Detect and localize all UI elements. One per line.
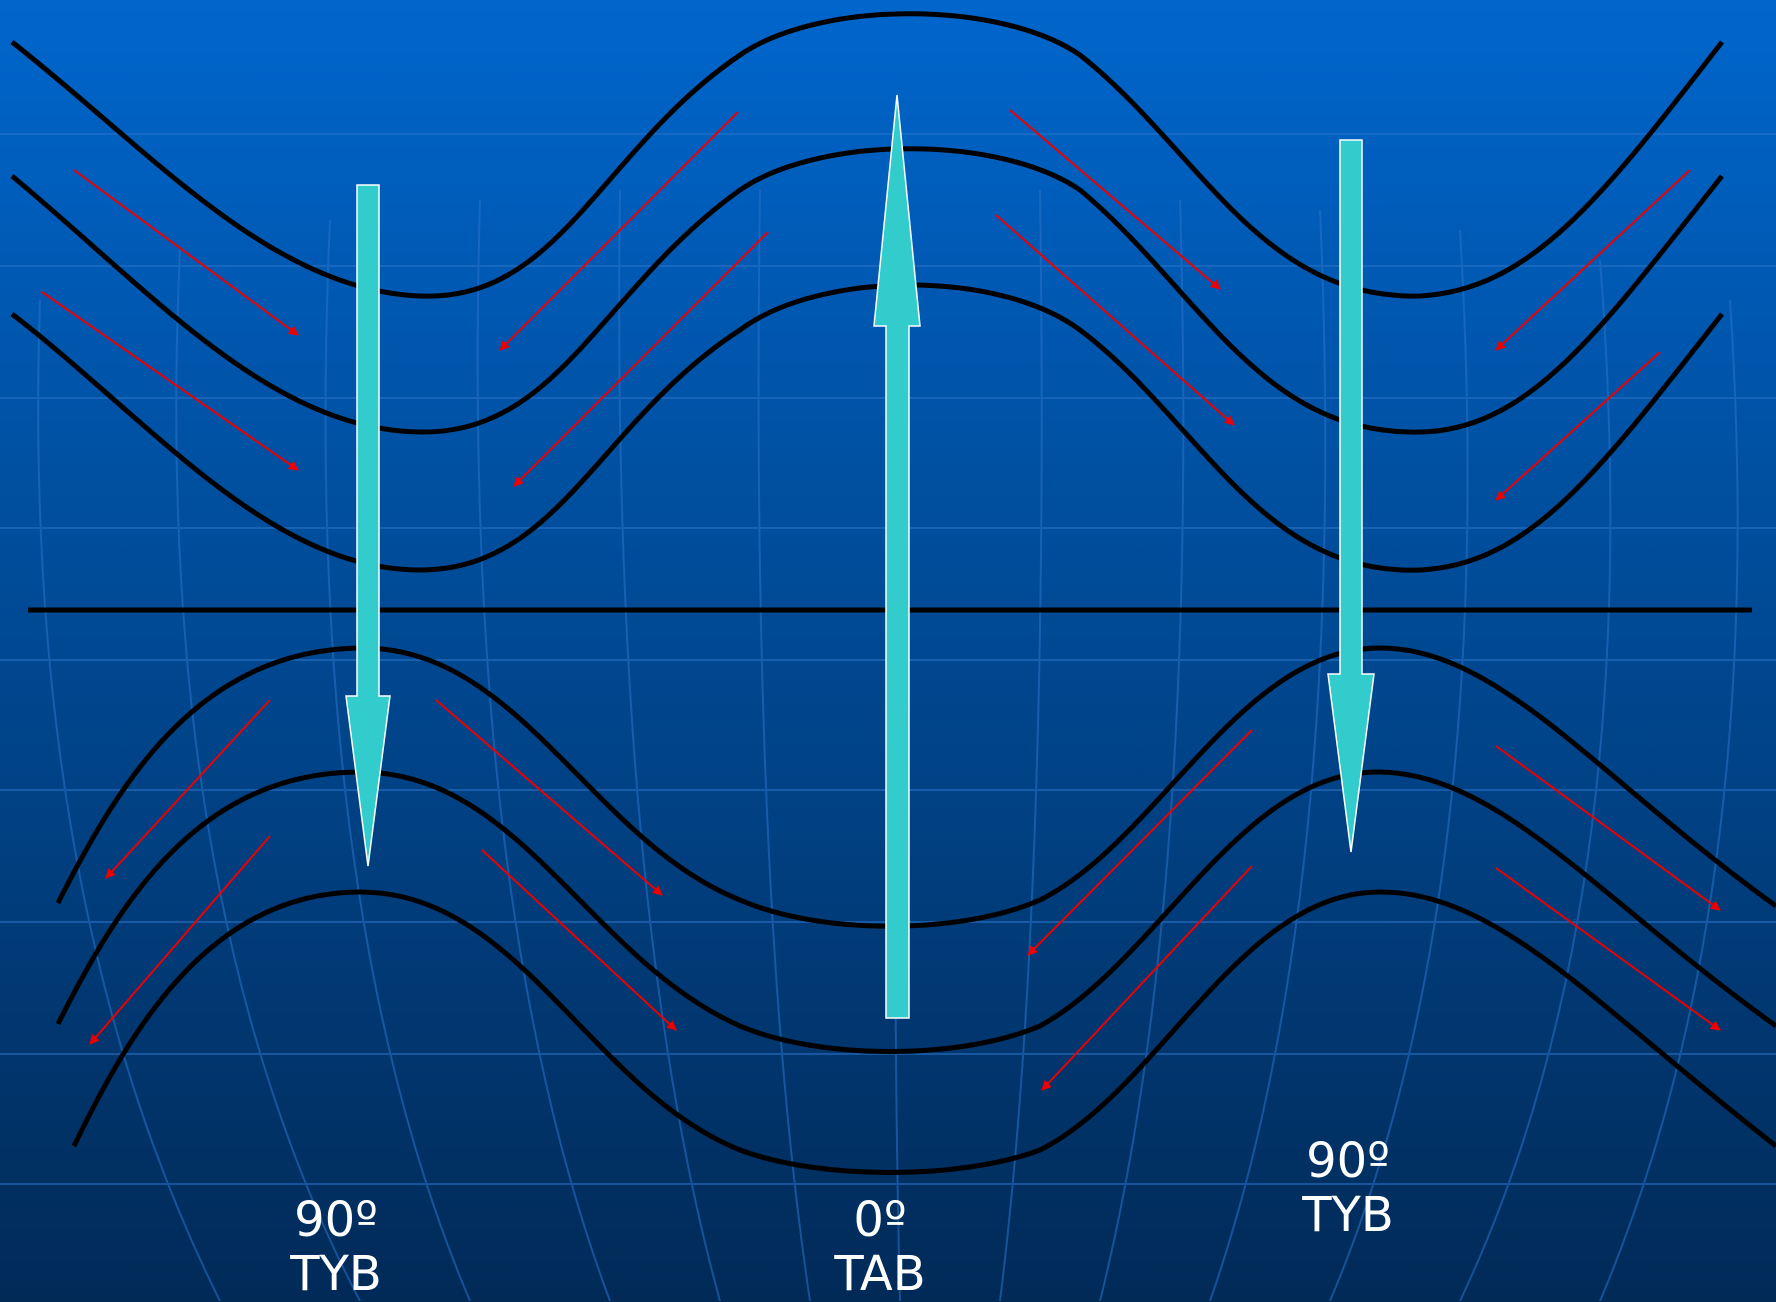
grid-meridian xyxy=(1099,199,1185,1301)
label-left: 90º TYB xyxy=(246,1193,426,1301)
field-line xyxy=(10,146,1724,435)
wind-arrow xyxy=(89,835,271,1045)
center-upward-arrow xyxy=(873,94,921,1019)
label-right-angle: 90º xyxy=(1306,1133,1390,1189)
grid-meridian xyxy=(1459,259,1612,1301)
label-center-code: TAB xyxy=(834,1246,926,1302)
grid-meridian xyxy=(37,299,221,1301)
label-left-angle: 90º xyxy=(294,1192,378,1248)
wind-arrow xyxy=(499,111,739,351)
wind-arrow xyxy=(1495,745,1721,911)
right-downward-arrow xyxy=(1327,139,1375,853)
wind-arrow xyxy=(105,699,271,879)
wind-arrow xyxy=(1027,729,1253,956)
wind-arrow xyxy=(995,214,1235,426)
wind-arrow xyxy=(1495,867,1721,1031)
wind-arrow xyxy=(1495,351,1661,501)
wind-arrows xyxy=(41,109,1721,1091)
field-line xyxy=(10,11,1724,299)
wind-arrow xyxy=(1009,109,1221,290)
grid-meridian xyxy=(1209,209,1327,1301)
left-downward-arrow xyxy=(345,184,391,867)
wind-arrow xyxy=(73,169,299,336)
label-right-code: TYB xyxy=(1302,1187,1394,1243)
grid-meridian xyxy=(175,249,361,1301)
wind-arrow xyxy=(1495,169,1691,351)
grid-meridian xyxy=(999,189,1043,1301)
wind-arrow xyxy=(41,291,299,471)
wind-arrow xyxy=(1041,865,1253,1091)
wind-arrow xyxy=(435,699,663,896)
grid-meridian xyxy=(1329,229,1469,1301)
label-left-code: TYB xyxy=(290,1246,382,1302)
grid-meridian xyxy=(757,189,811,1301)
label-center-angle: 0º xyxy=(853,1192,907,1248)
wind-arrow xyxy=(481,849,677,1031)
field-line xyxy=(71,889,1776,1175)
field-line xyxy=(55,769,1776,1054)
grid-meridian xyxy=(618,189,721,1301)
grid-meridian xyxy=(1599,299,1739,1301)
label-center: 0º TAB xyxy=(790,1193,970,1301)
wind-arrow xyxy=(513,231,769,487)
label-right: 90º TYB xyxy=(1258,1134,1438,1242)
vertical-arrows xyxy=(345,94,1375,1019)
